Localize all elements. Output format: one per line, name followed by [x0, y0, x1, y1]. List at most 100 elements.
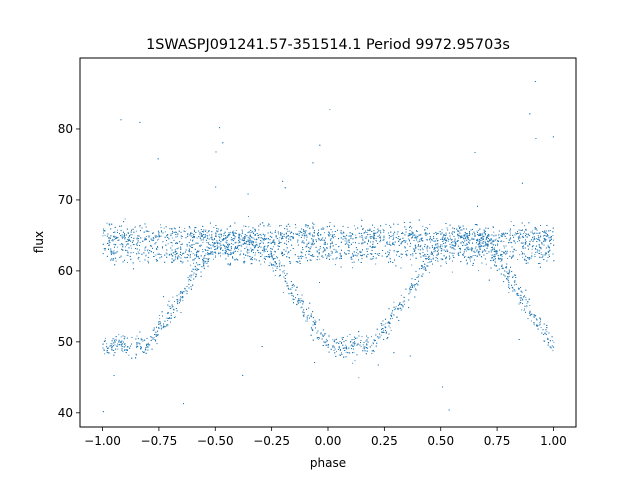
data-point [349, 341, 351, 343]
data-point [332, 339, 334, 341]
data-point [115, 260, 117, 262]
data-point [172, 296, 174, 298]
data-point [302, 235, 304, 237]
data-point [311, 255, 313, 256]
data-point [436, 246, 437, 248]
data-point [200, 238, 202, 239]
data-point [510, 221, 512, 223]
data-point [127, 262, 128, 263]
data-point [159, 322, 161, 324]
data-point [340, 232, 342, 234]
data-point [446, 262, 447, 264]
data-point [224, 253, 226, 255]
data-point [172, 255, 174, 257]
data-point [111, 239, 113, 241]
data-point [238, 236, 240, 238]
data-point [375, 239, 377, 241]
data-point [469, 260, 471, 262]
data-point [284, 272, 286, 274]
data-point [218, 234, 220, 236]
data-point [441, 237, 443, 239]
data-point [272, 246, 274, 248]
data-point [119, 244, 121, 246]
data-point [139, 241, 141, 243]
data-point [177, 298, 179, 300]
data-point [476, 249, 478, 251]
data-point [545, 230, 547, 232]
data-point [354, 360, 356, 362]
data-point [239, 245, 241, 247]
data-point [514, 284, 515, 286]
data-point [355, 228, 357, 230]
data-point [278, 239, 280, 241]
data-point [552, 234, 554, 236]
data-point [460, 242, 462, 244]
data-point [371, 344, 373, 346]
data-point [481, 239, 483, 241]
data-point [499, 237, 501, 239]
data-point [467, 236, 469, 238]
data-point [145, 235, 147, 237]
data-point [117, 246, 119, 248]
data-point [285, 240, 287, 242]
data-point [243, 253, 245, 255]
data-point [404, 246, 406, 248]
data-point [161, 327, 163, 329]
data-point [336, 351, 337, 353]
data-point [148, 231, 150, 233]
data-point [192, 239, 194, 241]
data-point [206, 262, 208, 264]
data-point [479, 251, 481, 253]
data-point [524, 225, 526, 227]
data-point [254, 234, 256, 236]
data-point [383, 329, 385, 331]
data-point [167, 243, 169, 245]
data-point [495, 244, 496, 246]
data-point [400, 294, 402, 296]
data-point [264, 245, 266, 247]
data-point [408, 238, 409, 240]
data-point [522, 233, 524, 234]
data-point [254, 230, 256, 232]
data-point [328, 336, 330, 338]
data-point [250, 247, 252, 249]
data-point [235, 241, 237, 243]
data-point [358, 377, 360, 379]
data-point [223, 235, 224, 237]
data-point [231, 232, 233, 234]
data-point [242, 231, 244, 233]
data-point [206, 258, 208, 260]
data-point [117, 236, 119, 238]
data-point [278, 265, 280, 267]
data-point [199, 245, 201, 247]
data-point [124, 237, 126, 238]
data-point [427, 262, 429, 264]
data-point [176, 301, 178, 303]
data-point [450, 239, 452, 241]
data-point [125, 246, 126, 248]
data-point [125, 234, 127, 236]
data-point [422, 225, 424, 227]
data-point [533, 322, 535, 324]
data-point [171, 242, 173, 244]
data-point [189, 244, 191, 246]
data-point [509, 271, 511, 273]
data-point [317, 232, 319, 234]
data-point [522, 256, 524, 258]
data-point [434, 248, 436, 249]
data-point [421, 247, 423, 249]
data-point [518, 237, 520, 239]
data-point [186, 254, 188, 255]
data-point [269, 253, 271, 255]
data-point [536, 325, 538, 327]
data-point [283, 270, 285, 272]
data-point [478, 230, 480, 231]
data-point [258, 229, 260, 231]
data-point [247, 236, 249, 238]
data-point [205, 235, 207, 236]
data-point [205, 229, 207, 231]
data-point [184, 228, 186, 230]
data-point [378, 337, 380, 339]
data-point [474, 248, 476, 250]
data-point [518, 295, 520, 297]
